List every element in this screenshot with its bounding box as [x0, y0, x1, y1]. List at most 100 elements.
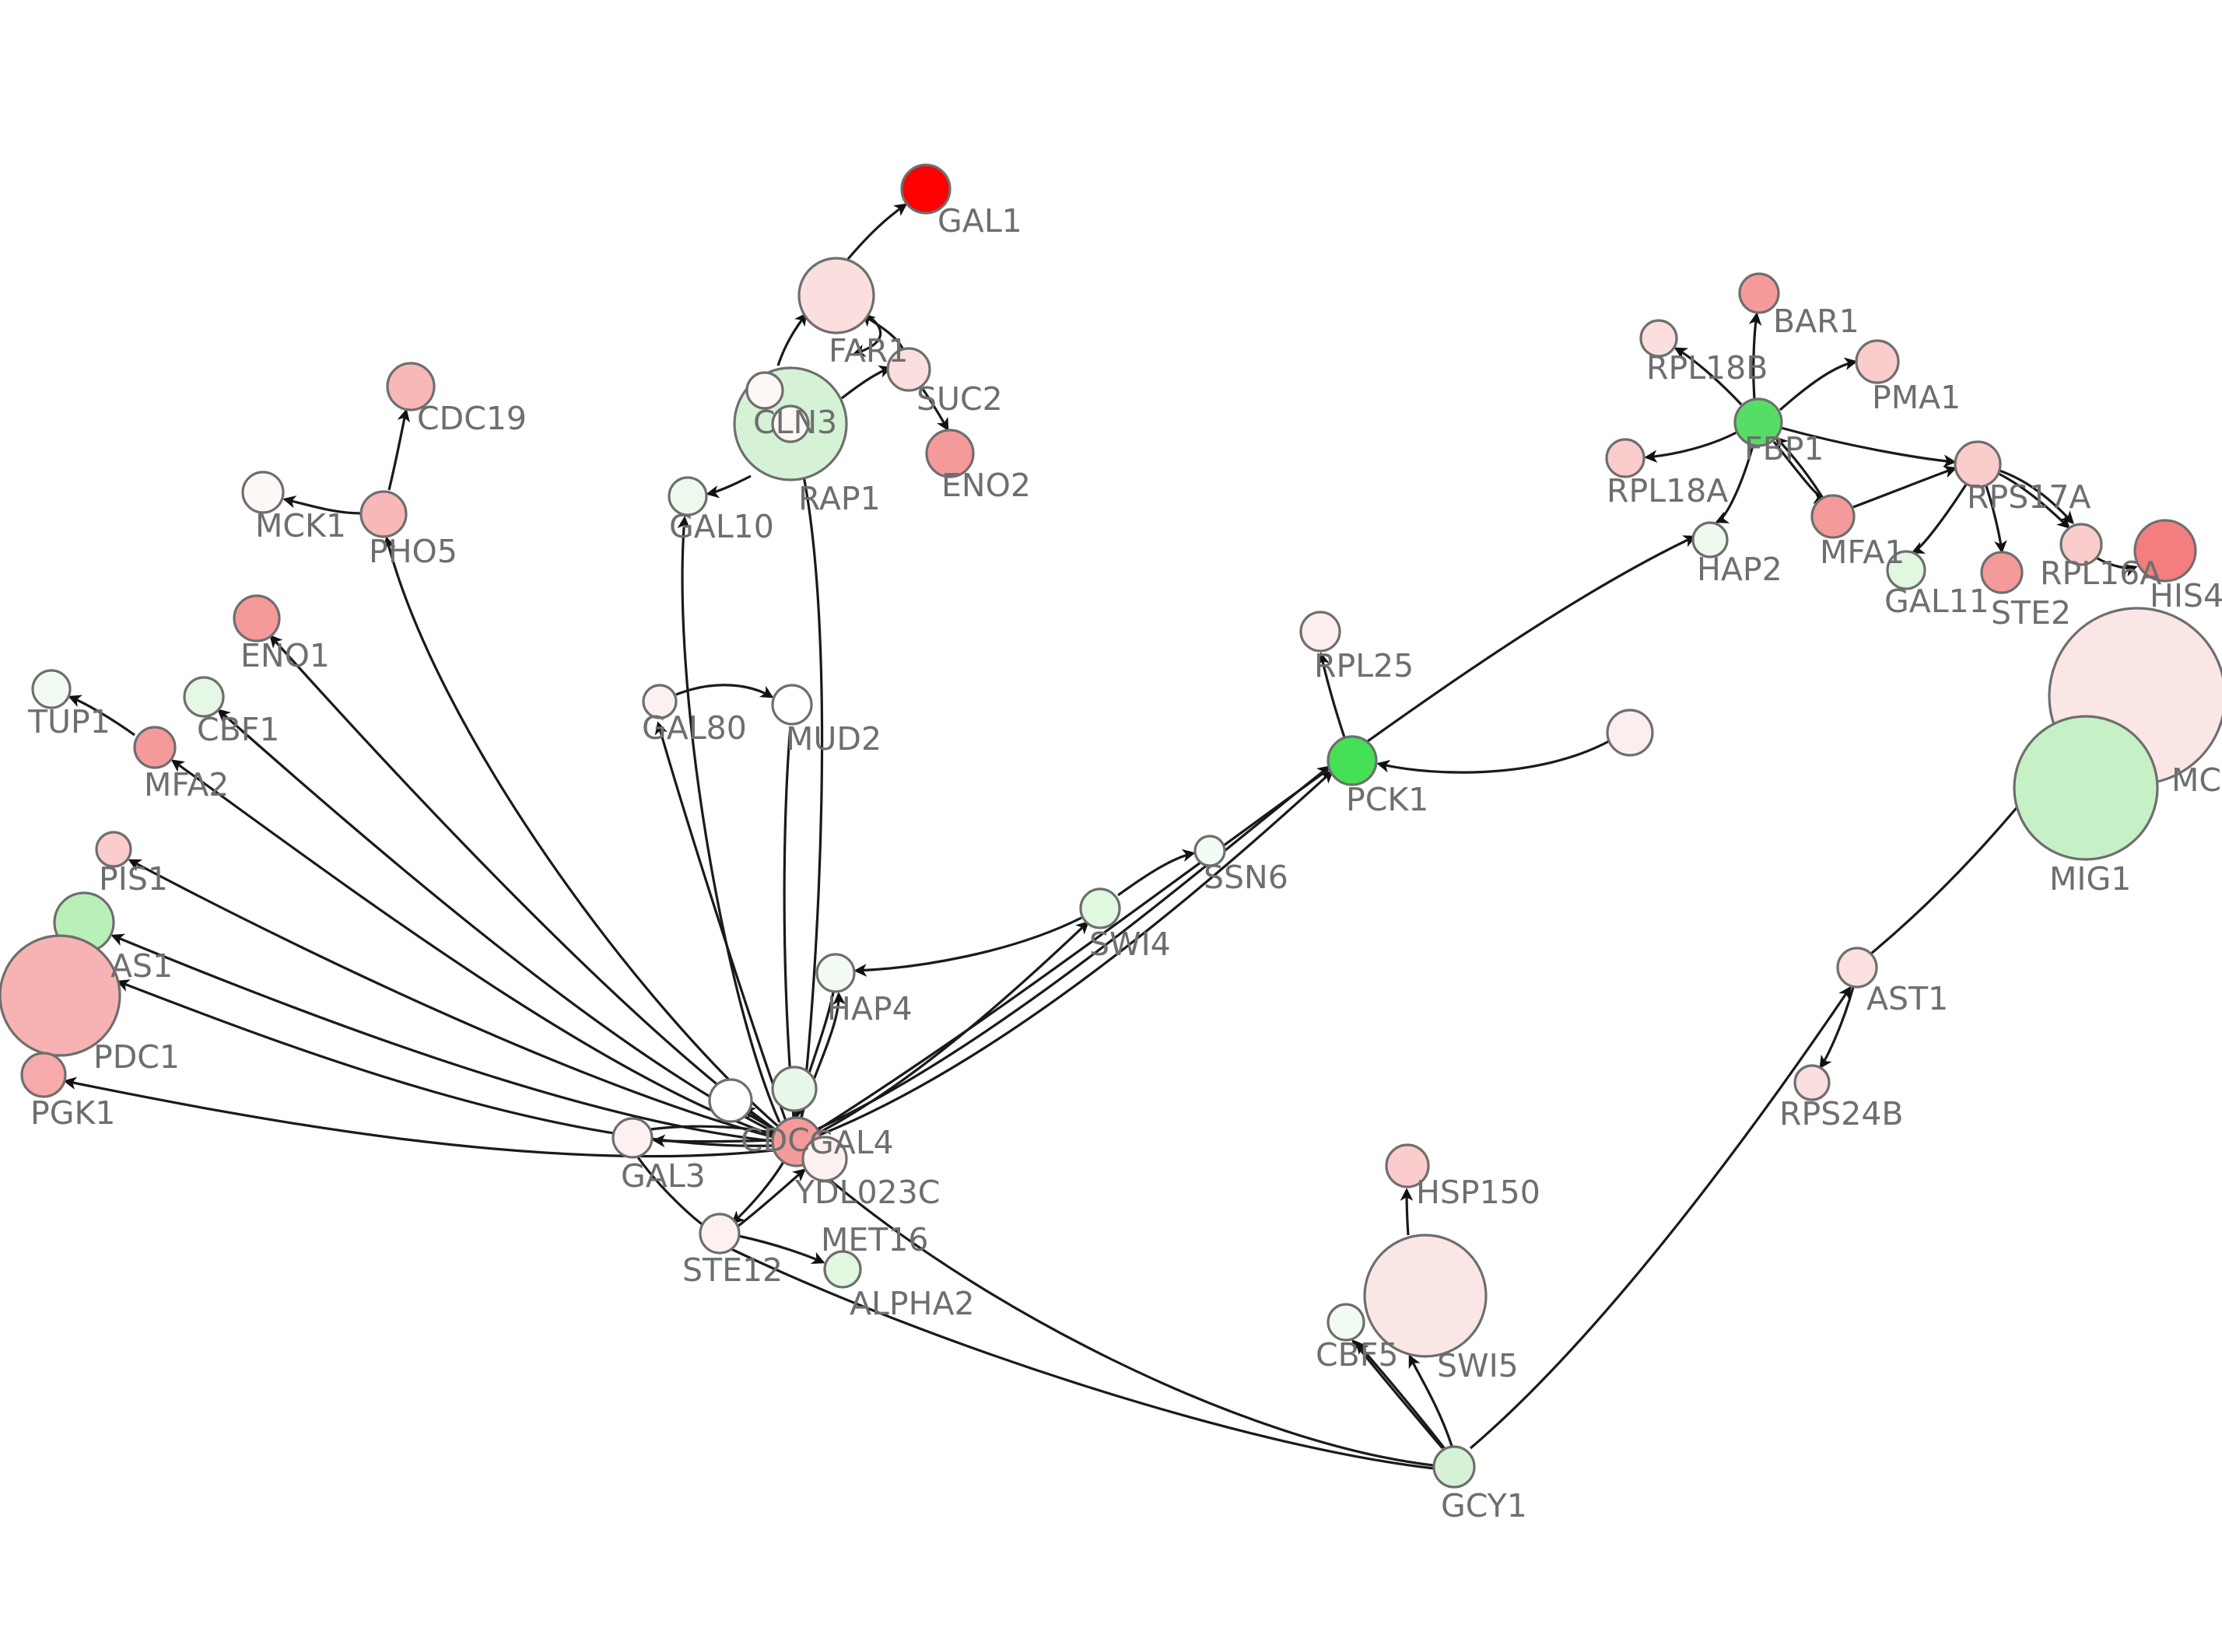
node-gal80[interactable] [642, 684, 678, 719]
node-ste12[interactable] [699, 1213, 741, 1255]
edge-gal4-to-pis1[interactable] [128, 859, 774, 1139]
node-alpha2[interactable] [823, 1250, 862, 1289]
node-fbp1[interactable] [1733, 397, 1783, 447]
node-ssn6[interactable] [1193, 835, 1226, 867]
node-cdc19[interactable] [386, 362, 436, 411]
edge-rps17a-to-rpl16a2[interactable] [1996, 468, 2074, 525]
edge-rps17a-to-ste2[interactable] [1985, 485, 2007, 554]
edge-gal4-to-eno1[interactable] [269, 634, 776, 1131]
edge-gal4-to-pho5[interactable] [383, 536, 780, 1128]
edge-gal4-to-mud2_2[interactable] [783, 726, 795, 1118]
edge-pho5-to-cdc19[interactable] [387, 408, 410, 491]
node-far1[interactable] [797, 257, 875, 334]
node-cdc_unl[interactable] [708, 1078, 753, 1123]
node-gal10[interactable] [668, 476, 708, 516]
node-pgk1[interactable] [20, 1052, 67, 1098]
node-mfa1[interactable] [1810, 494, 1856, 539]
node-ast1[interactable] [1836, 947, 1878, 989]
node-mig1[interactable] [2013, 715, 2159, 861]
edge-swi4-to-ssn6[interactable] [1117, 849, 1196, 897]
node-ydl023c[interactable] [801, 1136, 848, 1182]
edge-gal4-to-rap1[interactable] [797, 450, 824, 1118]
node-cbf1[interactable] [183, 676, 225, 718]
edge-gal3-to-gal4[interactable] [650, 1125, 776, 1136]
edge-gal80-to-mud2[interactable] [675, 684, 774, 698]
edge-ste12-to-ydl023c[interactable] [737, 1168, 807, 1228]
node-hap2[interactable] [1691, 521, 1729, 558]
edge-fbp1-to-hap2[interactable] [1715, 445, 1754, 523]
edge-fbp1-to-rpl18b[interactable] [1674, 347, 1743, 406]
node-rpl18a[interactable] [1605, 438, 1645, 478]
node-rps24b[interactable] [1793, 1064, 1831, 1101]
edge-fbp1-to-rps17a[interactable] [1780, 426, 1957, 467]
node-his4[interactable] [2133, 519, 2197, 583]
edge-ast1-to-rps24b[interactable] [1819, 986, 1855, 1069]
edge-fbp1-to-bar1[interactable] [1748, 312, 1762, 400]
node-pho5[interactable] [359, 490, 408, 538]
edge-gal4-to-gal10[interactable] [677, 516, 781, 1123]
edge-fbp1-to-pma1[interactable] [1779, 357, 1858, 411]
edge-ste12-to-gcy1[interactable] [729, 1247, 1435, 1470]
edge-mfa2-to-tup1[interactable] [68, 695, 135, 737]
edge-gcy1-to-cbf5b[interactable] [1355, 1340, 1447, 1451]
edge-far1-to-gal1[interactable] [846, 203, 908, 261]
node-eno1[interactable] [233, 594, 281, 642]
edge-swi5-to-hsp150[interactable] [1400, 1188, 1414, 1236]
node-rap1-inner[interactable] [745, 371, 784, 410]
edge-ste12-to-alpha2[interactable] [738, 1234, 825, 1264]
node-gal1[interactable] [900, 163, 952, 215]
node-rpl25[interactable] [1299, 611, 1341, 653]
edge-gal4-to-swi4[interactable] [818, 921, 1090, 1134]
edge-gal4-to-pdc1[interactable] [116, 979, 773, 1147]
node-rpl18b[interactable] [1639, 319, 1678, 358]
edge-mfa1-to-fbp1[interactable] [1775, 436, 1825, 500]
edge-gal4-to-pgk1[interactable] [63, 1076, 774, 1158]
node-node_u1[interactable] [1606, 709, 1654, 757]
edge-cln3-to-far1[interactable] [776, 312, 808, 366]
node-gal11[interactable] [1886, 550, 1926, 590]
edge-rpl16a-to-his4[interactable] [2095, 556, 2138, 577]
edge-gal4-to-gcy1[interactable] [808, 1160, 1434, 1467]
edge-gal4-to-gal80[interactable] [654, 721, 787, 1122]
node-ste2[interactable] [1980, 551, 2024, 594]
edge-gal4-to-pck1[interactable] [819, 770, 1334, 1136]
node-hsp150[interactable] [1385, 1143, 1430, 1188]
node-swi5[interactable] [1363, 1234, 1488, 1358]
edge-gal4-to-pck1b[interactable] [816, 765, 1331, 1131]
node-pck1[interactable] [1327, 735, 1378, 786]
node-gal3[interactable] [612, 1117, 654, 1159]
edge-gcy1-to-ast1[interactable] [1469, 985, 1852, 1450]
node-swi4[interactable] [1079, 887, 1121, 929]
node-mfa2[interactable] [133, 726, 177, 769]
node-rpl16a[interactable] [2059, 523, 2103, 566]
edge-gal3-to-ste12[interactable] [636, 1157, 705, 1227]
node-pis1[interactable] [95, 831, 132, 868]
node-gcy1[interactable] [1432, 1445, 1476, 1489]
node-mud2[interactable] [771, 684, 813, 726]
edge-suc2-to-eno2[interactable] [921, 388, 949, 432]
node-rps17a[interactable] [1954, 440, 2002, 488]
edge-cln3-to-gal10[interactable] [706, 474, 752, 499]
edge-gal4-to-cbf1[interactable] [216, 709, 776, 1134]
edge-gcy1-to-swi5[interactable] [1408, 1354, 1453, 1447]
edge-pho5-to-mck1[interactable] [282, 495, 362, 515]
edge-node_u1-to-pck1[interactable] [1376, 740, 1610, 774]
node-mck1[interactable] [241, 471, 285, 514]
edge-gal4-to-hap2[interactable] [818, 535, 1697, 1131]
node-pma1[interactable] [1855, 339, 1900, 384]
edge-cln3-to-suc2[interactable] [841, 365, 892, 400]
edge-swi4-to-hap4[interactable] [853, 916, 1082, 977]
node-pdc1[interactable] [0, 934, 121, 1057]
edge-pck1-to-rpl25[interactable] [1316, 652, 1346, 738]
edge-rps17a-to-gal11[interactable] [1911, 484, 1968, 554]
edge-fbp1-to-rpl18a[interactable] [1644, 431, 1737, 464]
node-cbf5[interactable] [1327, 1303, 1365, 1342]
node-eno2[interactable] [925, 429, 975, 478]
node-rap1[interactable] [771, 404, 810, 443]
node-hap4b[interactable] [771, 1066, 818, 1112]
node-suc2[interactable] [886, 347, 931, 392]
node-hap4[interactable] [815, 953, 856, 993]
edge-gal4-to-mfa2[interactable] [170, 759, 775, 1137]
edge-gal4-to-ste12[interactable] [731, 1161, 785, 1224]
edge-mfa1-to-rps17a[interactable] [1852, 465, 1957, 509]
